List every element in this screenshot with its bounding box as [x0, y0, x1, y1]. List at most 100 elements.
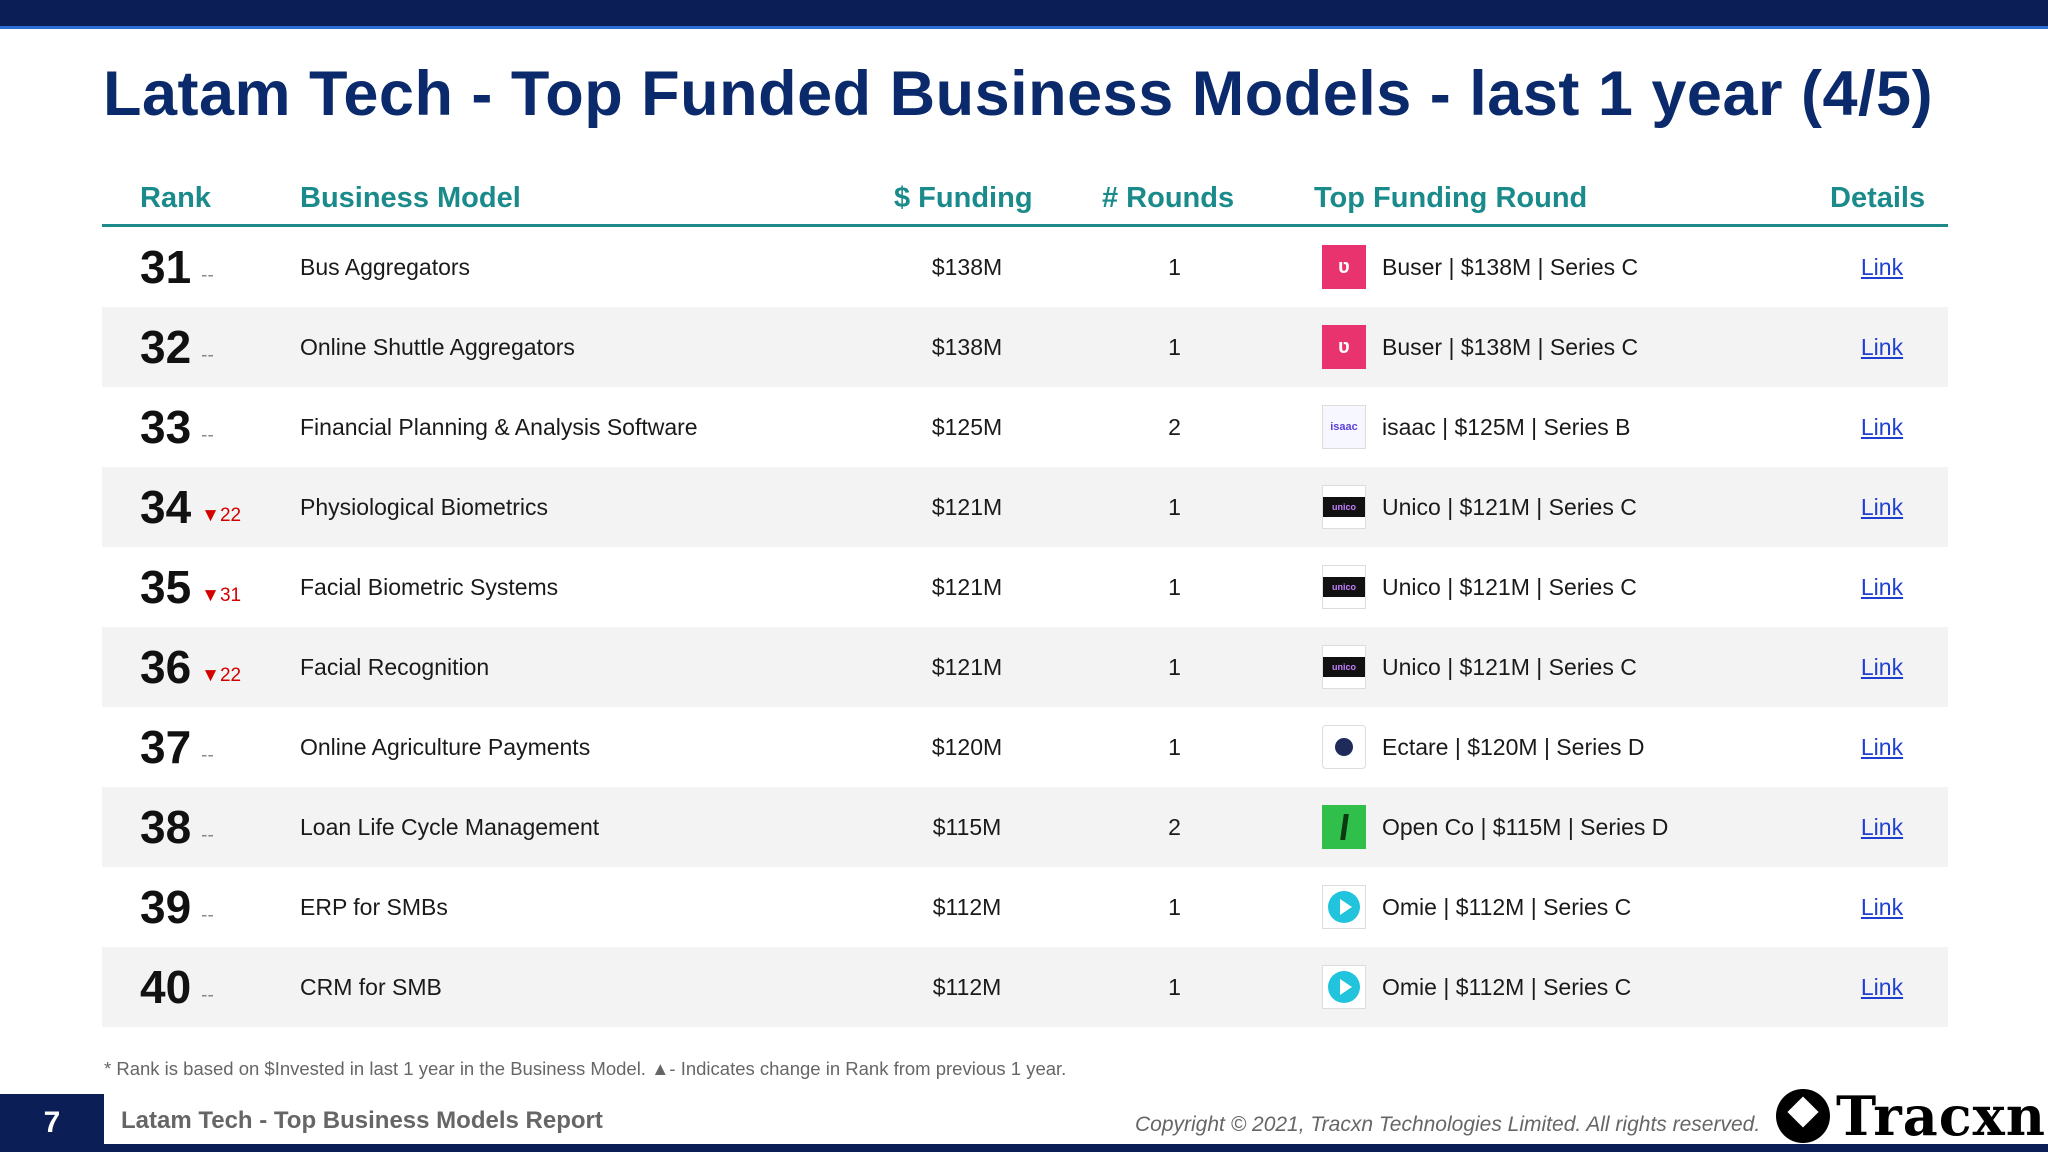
- funding-cell: $115M: [932, 813, 1002, 840]
- footnote: * Rank is based on $Invested in last 1 y…: [104, 1058, 1067, 1079]
- funding-cell: $138M: [931, 333, 1003, 360]
- page-title: Latam Tech - Top Funded Business Models …: [103, 59, 1934, 129]
- unico-logo: unico: [1322, 565, 1366, 609]
- details-cell: Link: [1822, 467, 1942, 547]
- top-funding-round-cell: unico Unico | $121M | Series C: [1322, 467, 1637, 547]
- top-round-text: Open Co | $115M | Series D: [1382, 813, 1669, 840]
- table-row: 35 ▼31 Facial Biometric Systems $121M 1 unico…: [102, 547, 1948, 627]
- rank-cell: 31 --: [140, 227, 214, 307]
- details-cell: Link: [1822, 387, 1942, 467]
- rank-cell: 40 --: [140, 947, 214, 1027]
- buser-logo: ʋ: [1322, 245, 1366, 289]
- rank-number: 32: [140, 321, 192, 373]
- details-link[interactable]: Link: [1860, 493, 1904, 520]
- table-row: 34 ▼22 Physiological Biometrics $121M 1 unico…: [102, 467, 1948, 547]
- top-funding-round-cell: Ectare | $120M | Series D: [1322, 707, 1645, 787]
- rank-number: 38: [140, 801, 192, 853]
- top-funding-round-cell: ʋ Buser | $138M | Series C: [1322, 307, 1638, 387]
- details-link[interactable]: Link: [1860, 413, 1904, 440]
- business-model-cell: Loan Life Cycle Management: [300, 813, 600, 840]
- omie-logo: [1322, 965, 1366, 1009]
- rounds-cell: 2: [1168, 413, 1181, 440]
- rank-change: ▼31: [201, 585, 242, 606]
- funding-cell: $120M: [931, 733, 1003, 760]
- header-business-model: Business Model: [300, 182, 521, 214]
- report-title: Latam Tech - Top Business Models Report: [121, 1107, 603, 1134]
- rank-cell: 34 ▼22: [140, 467, 241, 547]
- unico-logo: unico: [1322, 645, 1366, 689]
- rounds-cell: 1: [1168, 733, 1181, 760]
- rank-cell: 35 ▼31: [140, 547, 241, 627]
- business-model-cell: Financial Planning & Analysis Software: [300, 413, 698, 440]
- details-cell: Link: [1822, 307, 1942, 387]
- rank-change: --: [201, 745, 214, 766]
- details-link[interactable]: Link: [1860, 573, 1904, 600]
- header-funding: $ Funding: [894, 182, 1033, 214]
- rank-change: --: [201, 905, 214, 926]
- funding-cell: $121M: [931, 653, 1003, 680]
- business-model-cell: ERP for SMBs: [300, 893, 448, 920]
- top-round-text: Omie | $112M | Series C: [1382, 973, 1632, 1000]
- details-link[interactable]: Link: [1860, 733, 1904, 760]
- funding-cell: $125M: [931, 413, 1003, 440]
- rounds-cell: 1: [1168, 333, 1181, 360]
- top-funding-round-cell: isaac isaac | $125M | Series B: [1322, 387, 1630, 467]
- omie-logo: [1322, 885, 1366, 929]
- rank-number: 35: [140, 561, 192, 613]
- tracxn-logo: Tracxn: [1776, 1084, 2046, 1148]
- rank-change: --: [201, 825, 214, 846]
- details-link[interactable]: Link: [1860, 653, 1904, 680]
- rank-cell: 38 --: [140, 787, 214, 867]
- details-link[interactable]: Link: [1860, 333, 1904, 360]
- details-link[interactable]: Link: [1860, 253, 1904, 280]
- omie-play-icon: [1328, 891, 1360, 923]
- details-link[interactable]: Link: [1860, 973, 1904, 1000]
- unico-wordmark: unico: [1323, 657, 1365, 677]
- tracxn-mark-icon: [1776, 1089, 1830, 1143]
- details-link[interactable]: Link: [1860, 893, 1904, 920]
- business-model-cell: CRM for SMB: [300, 973, 442, 1000]
- rank-cell: 37 --: [140, 707, 214, 787]
- rounds-cell: 1: [1168, 893, 1181, 920]
- omie-play-icon: [1328, 971, 1360, 1003]
- rank-number: 40: [140, 961, 192, 1013]
- isaac-logo: isaac: [1322, 405, 1366, 449]
- rank-change: --: [201, 345, 214, 366]
- table-row: 39 -- ERP for SMBs $112M 1 Omie | $112M | Ser…: [102, 867, 1948, 947]
- bottom-bar: [104, 1144, 2048, 1152]
- rounds-cell: 1: [1168, 973, 1181, 1000]
- copyright: Copyright © 2021, Tracxn Technologies Li…: [1135, 1113, 1761, 1136]
- business-model-cell: Facial Biometric Systems: [300, 573, 559, 600]
- openco-mark-icon: [1339, 814, 1349, 840]
- top-round-text: Omie | $112M | Series C: [1382, 893, 1632, 920]
- unico-logo: unico: [1322, 485, 1366, 529]
- brand-name: Tracxn: [1836, 1084, 2047, 1148]
- rank-number: 39: [140, 881, 192, 933]
- top-round-text: Unico | $121M | Series C: [1382, 573, 1637, 600]
- details-cell: Link: [1822, 707, 1942, 787]
- rank-number: 33: [140, 401, 192, 453]
- table-row: 32 -- Online Shuttle Aggregators $138M 1 ʋ Bus…: [102, 307, 1948, 387]
- header-rounds: # Rounds: [1102, 182, 1235, 214]
- header-top-funding-round: Top Funding Round: [1314, 182, 1588, 214]
- details-cell: Link: [1822, 787, 1942, 867]
- table-body: 31 -- Bus Aggregators $138M 1 ʋ Buser | $138M …: [102, 227, 1948, 1027]
- rank-cell: 39 --: [140, 867, 214, 947]
- details-link[interactable]: Link: [1860, 813, 1904, 840]
- table-row: 33 -- Financial Planning & Analysis Softwa…: [102, 387, 1948, 467]
- top-funding-round-cell: unico Unico | $121M | Series C: [1322, 627, 1637, 707]
- top-round-text: Buser | $138M | Series C: [1382, 333, 1639, 360]
- header-details: Details: [1830, 182, 1926, 214]
- rounds-cell: 1: [1168, 253, 1181, 280]
- rank-number: 31: [140, 241, 192, 293]
- ectare-mark-icon: [1335, 738, 1353, 756]
- table-header: Rank Business Model $ Funding # Rounds T…: [102, 180, 1948, 227]
- funding-cell: $138M: [931, 253, 1003, 280]
- business-model-cell: Facial Recognition: [300, 653, 490, 680]
- details-cell: Link: [1822, 867, 1942, 947]
- buser-logo: ʋ: [1322, 325, 1366, 369]
- rank-number: 34: [140, 481, 192, 533]
- top-round-text: Unico | $121M | Series C: [1382, 493, 1637, 520]
- top-funding-round-cell: Open Co | $115M | Series D: [1322, 787, 1668, 867]
- funding-cell: $121M: [931, 573, 1003, 600]
